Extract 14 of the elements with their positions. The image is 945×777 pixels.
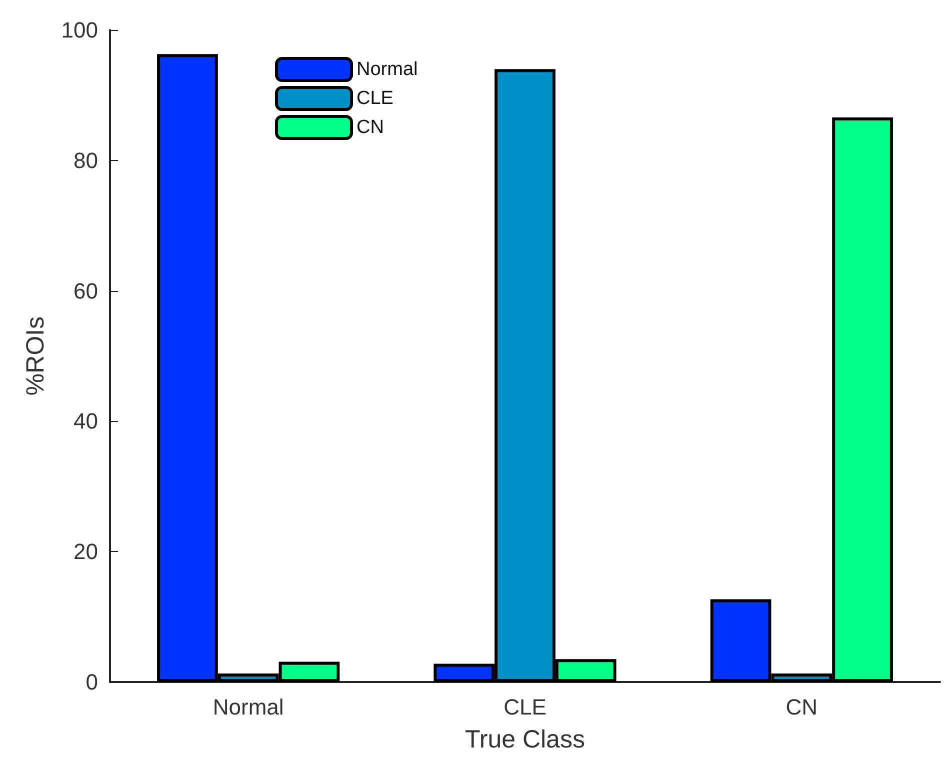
legend-label: CLE (356, 88, 394, 109)
y-tick-label: 60 (74, 278, 98, 304)
x-tick-label: CLE (504, 694, 546, 720)
y-tick-label: 100 (61, 18, 98, 42)
x-tick-label: Normal (212, 694, 284, 720)
x-axis-title: True Class (465, 726, 585, 754)
y-axis-title: %ROIs (22, 316, 50, 396)
x-tick-label: CN (786, 694, 818, 720)
y-tick-label: 20 (74, 539, 98, 564)
y-tick-label: 80 (74, 148, 98, 173)
legend-label: Normal (356, 59, 418, 80)
y-tick-label: 40 (74, 408, 98, 434)
y-tick-label: 0 (86, 670, 98, 694)
legend-label: CN (356, 117, 384, 138)
